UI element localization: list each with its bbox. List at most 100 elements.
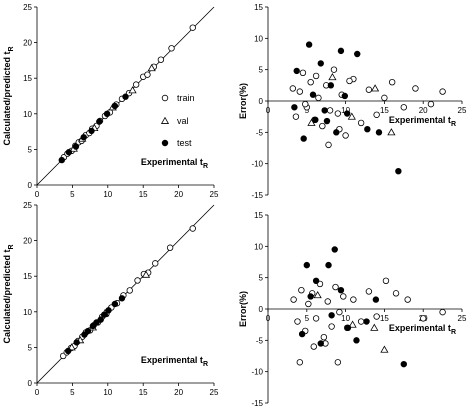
p1-open-circle-marker-1: [292, 113, 300, 120]
x-tick-label: 0: [266, 106, 271, 115]
y-tick-label: 0: [259, 305, 264, 314]
y-tick-label: 15: [254, 211, 263, 220]
x-tick-label: 0: [266, 314, 271, 323]
p0-open-circle-marker-18: [144, 71, 151, 78]
y-tick-label: 15: [23, 74, 32, 83]
p0-filled-circle-marker-5: [96, 118, 103, 125]
p3-open-circle-marker-10: [328, 323, 335, 330]
p3-filled-circle-marker-9: [363, 318, 370, 325]
p3-open-circle-marker-2: [298, 287, 305, 294]
p1-filled-circle-marker-4: [317, 60, 324, 67]
p1-open-triangle-marker-3: [370, 84, 380, 92]
p1-filled-circle-marker-8: [337, 47, 345, 55]
x-tick-label: 5: [305, 314, 310, 323]
p3-filled-circle-marker-6: [337, 287, 345, 294]
p1-open-circle-marker-5: [307, 78, 314, 86]
p3-filled-circle-marker-2: [307, 293, 314, 300]
x-axis-label-subscript: R: [203, 163, 208, 170]
p1-open-circle-marker-18: [373, 111, 380, 118]
p1-open-circle-marker-20: [388, 78, 396, 86]
p3-open-circle-marker-23: [439, 308, 446, 316]
y-axis-label: Calculated/predicted tR: [2, 46, 15, 145]
x-tick-label: 10: [103, 388, 112, 397]
p0-open-circle-marker-22: [189, 24, 196, 31]
p1-open-circle-marker-29: [346, 77, 353, 85]
y-axis-label: Calculated/predicted tR: [2, 244, 15, 343]
y-tick-label: 10: [23, 308, 32, 317]
y-axis-label: Error(%): [238, 83, 248, 119]
y-tick-label: -5: [256, 336, 264, 345]
p1-filled-circle-marker-0: [293, 67, 300, 75]
x-tick-label: 25: [210, 388, 219, 397]
x-tick-label: 25: [210, 190, 219, 199]
p2-filled-circle-marker-8: [105, 307, 112, 314]
p1-open-triangle-marker-0: [307, 118, 316, 126]
y-tick-label: 0: [259, 97, 264, 106]
x-axis-label-subscript: R: [451, 121, 456, 128]
p3-open-triangle-marker-0: [313, 291, 322, 299]
y-tick-label: 5: [259, 274, 264, 283]
p1-filled-circle-marker-5: [321, 107, 328, 114]
x-axis-label: Experimental tR: [389, 323, 456, 336]
p2-open-circle-marker-16: [134, 277, 141, 284]
p1-filled-circle-marker-16: [323, 117, 331, 125]
p2-filled-circle-marker-9: [111, 300, 119, 308]
y-tick-label: -10: [251, 160, 263, 169]
p3-open-circle-marker-1: [294, 318, 301, 325]
p1-open-circle-marker-27: [325, 141, 332, 149]
p1-open-circle-marker-10: [326, 107, 334, 114]
p1-open-circle-marker-2: [296, 88, 304, 95]
p1-open-triangle-marker-1: [328, 72, 337, 81]
p0-open-circle-marker-legend-0: [161, 94, 169, 102]
p3-open-circle-marker-15: [350, 296, 357, 303]
p1-filled-circle-marker-12: [375, 129, 383, 136]
p3-open-circle-marker-4: [305, 300, 312, 308]
p3-open-triangle-marker-3: [380, 345, 389, 353]
x-tick-label: 15: [380, 106, 389, 115]
x-tick-label: 20: [174, 388, 183, 397]
y-tick-label: 0: [28, 181, 33, 190]
y-tick-label: 25: [23, 3, 32, 12]
p1-filled-circle-marker-1: [300, 135, 307, 142]
p3-open-triangle-marker-1: [348, 320, 357, 328]
x-axis-label-subscript: R: [451, 329, 456, 336]
p1-open-circle-marker-26: [312, 72, 320, 80]
p3-open-circle-marker-17: [365, 288, 373, 295]
x-tick-label: 25: [458, 314, 467, 323]
p1-open-circle-marker-8: [319, 122, 326, 130]
p0-open-circle-marker-16: [132, 81, 140, 88]
legend-label-val: val: [177, 116, 189, 126]
p0-open-circle-marker-21: [168, 45, 175, 52]
x-tick-label: 10: [103, 190, 112, 199]
p3-open-circle-marker-12: [336, 308, 343, 316]
p1-filled-circle-marker-13: [395, 167, 402, 175]
p1-open-circle-marker-25: [302, 100, 309, 108]
p1-open-circle-marker-21: [400, 104, 407, 111]
p2-filled-circle-marker-1: [73, 339, 80, 346]
p0-filled-circle-marker-3: [80, 134, 87, 141]
y-tick-label: -15: [251, 399, 263, 408]
x-tick-label: 10: [341, 106, 350, 115]
p1-open-circle-marker-22: [412, 85, 419, 92]
p3-open-circle-marker-20: [392, 290, 400, 297]
p3-open-circle-marker-27: [334, 359, 342, 366]
x-tick-label: 5: [305, 106, 310, 115]
p0-open-triangle-marker-5: [147, 64, 156, 72]
x-axis-label: Experimental tR: [141, 157, 208, 170]
panel-top-left: 0 5 10 15 20 25 0 5 10 15 20 25 Experimental tR Calcu…: [2, 3, 219, 199]
p1-open-triangle-marker-4: [387, 128, 396, 136]
p1-open-circle-marker-16: [357, 119, 365, 127]
p1-open-circle-marker-19: [381, 94, 388, 102]
p3-filled-circle-marker-8: [353, 337, 360, 344]
p1-filled-circle-marker-15: [309, 91, 317, 98]
p0-filled-circle-marker-2: [72, 143, 80, 150]
x-tick-label: 5: [70, 388, 75, 397]
p2-open-circle-marker-15: [126, 287, 133, 294]
p2-open-triangle-marker-4: [141, 270, 151, 278]
p3-filled-circle-marker-7: [344, 324, 352, 331]
y-axis-label: Error(%): [238, 291, 248, 327]
p0-filled-circle-marker-6: [103, 110, 111, 117]
legend-label-train: train: [177, 93, 195, 103]
